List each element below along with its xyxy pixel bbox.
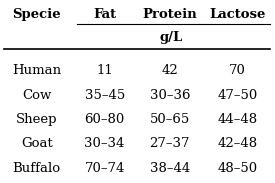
Text: 70: 70 [229,64,246,77]
Text: 44–48: 44–48 [218,113,258,126]
Text: 42–48: 42–48 [218,137,258,150]
Text: 48–50: 48–50 [218,162,258,175]
Text: 42: 42 [161,64,178,77]
Text: Sheep: Sheep [16,113,57,126]
Text: Lactose: Lactose [210,8,266,20]
Text: 38–44: 38–44 [150,162,190,175]
Text: 11: 11 [96,64,113,77]
Text: 70–74: 70–74 [84,162,125,175]
Text: Specie: Specie [12,8,61,20]
Text: 35–45: 35–45 [84,89,125,102]
Text: g/L: g/L [160,31,183,44]
Text: 47–50: 47–50 [218,89,258,102]
Text: 27–37: 27–37 [150,137,190,150]
Text: 30–34: 30–34 [84,137,125,150]
Text: 50–65: 50–65 [150,113,190,126]
Text: Cow: Cow [22,89,51,102]
Text: 60–80: 60–80 [84,113,125,126]
Text: Goat: Goat [21,137,53,150]
Text: Human: Human [12,64,61,77]
Text: 30–36: 30–36 [150,89,190,102]
Text: Protein: Protein [142,8,197,20]
Text: Buffalo: Buffalo [13,162,61,175]
Text: Fat: Fat [93,8,116,20]
